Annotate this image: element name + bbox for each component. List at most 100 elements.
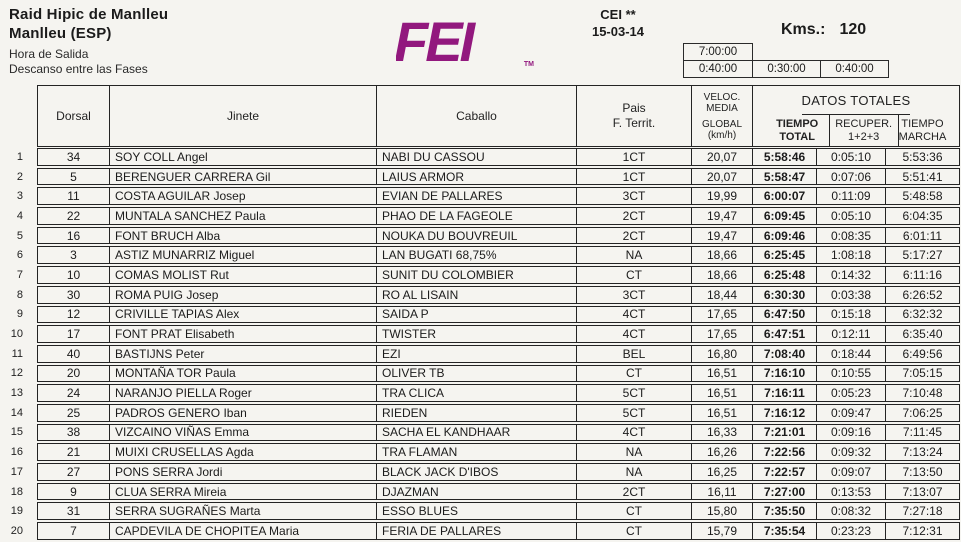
veloc-cell: 16,26 <box>692 444 753 460</box>
veloc-cell: 17,65 <box>692 326 753 342</box>
pais-cell: NA <box>577 464 692 480</box>
caballo-cell: SACHA EL KANDHAAR <box>377 424 577 441</box>
pais-cell: CT <box>577 267 692 283</box>
row-box: 30 ROMA PUIG Josep RO AL LISAIN 3CT 18,4… <box>37 285 960 304</box>
kms-value: 120 <box>839 21 867 38</box>
col-header-caballo: Caballo <box>377 86 577 146</box>
event-header: Raid Hipic de Manlleu Manlleu (ESP) Hora… <box>9 5 168 77</box>
row-box: 16 FONT BRUCH Alba NOUKA DU BOUVREUIL 2C… <box>37 226 960 245</box>
jinete-cell: CLUA SERRA Mireia <box>110 483 377 500</box>
veloc-cell: 15,79 <box>692 523 753 539</box>
tiempo-marcha-cell: 6:49:56 <box>902 346 943 361</box>
recuper-cell: 0:12:11 <box>817 326 886 342</box>
veloc-cell: 20,07 <box>692 168 753 185</box>
event-location: Manlleu (ESP) <box>9 25 112 42</box>
tiempo-total-cell: 7:22:57 <box>753 464 817 480</box>
recuper-cell: 0:03:38 <box>817 286 886 303</box>
tiempo-total-cell: 6:47:51 <box>753 326 817 342</box>
pais-cell: 3CT <box>577 286 692 303</box>
tiempo-total-cell: 7:16:11 <box>753 385 817 401</box>
event-title: Raid Hipic de Manlleu <box>9 6 169 23</box>
jinete-cell: MUIXI CRUSELLAS Agda <box>110 444 377 460</box>
svg-text:FEI: FEI <box>396 12 477 72</box>
row-box: 40 BASTIJNS Peter EZI BEL 16,80 7:08:40 … <box>37 344 960 363</box>
dorsal-cell: 7 <box>38 523 110 539</box>
recuper-cell: 0:09:32 <box>817 444 886 460</box>
tiempo-total-cell: 7:16:10 <box>753 365 817 382</box>
dorsal-cell: 38 <box>38 424 110 441</box>
tiempo-marcha-cell: 6:35:40 <box>902 327 943 342</box>
table-row: 13 24 NARANJO PIELLA Roger TRA CLICA 5CT… <box>0 384 961 402</box>
table-row: 1 34 SOY COLL Angel NABI DU CASSOU 1CT 2… <box>0 148 961 166</box>
tiempo-total-cell: 6:25:48 <box>753 267 817 283</box>
event-category: CEI ** <box>600 7 636 22</box>
veloc-cell: 16,25 <box>692 464 753 480</box>
pais-cell: 4CT <box>577 326 692 342</box>
col-header-tiempo-total: TIEMPO TOTAL <box>766 115 830 146</box>
dorsal-cell: 24 <box>38 385 110 401</box>
caballo-cell: RIEDEN <box>377 404 577 421</box>
recuper-cell: 1:08:18 <box>817 247 886 264</box>
row-box: 21 MUIXI CRUSELLAS Agda TRA FLAMAN NA 16… <box>37 443 960 461</box>
tiempo-total-cell: 6:47:50 <box>753 306 817 323</box>
caballo-cell: SUNIT DU COLOMBIER <box>377 267 577 283</box>
veloc-cell: 18,44 <box>692 286 753 303</box>
row-box: 24 NARANJO PIELLA Roger TRA CLICA 5CT 16… <box>37 384 960 402</box>
tiempo-total-cell: 5:58:47 <box>753 168 817 185</box>
jinete-cell: CRIVILLE TAPIAS Alex <box>110 306 377 323</box>
rank-cell: 17 <box>10 465 23 478</box>
tiempo-total-cell: 7:35:50 <box>753 503 817 520</box>
recuper-cell: 0:07:06 <box>817 168 886 185</box>
row-box: 27 PONS SERRA Jordi BLACK JACK D'IBOS NA… <box>37 463 960 481</box>
event-date: 15-03-14 <box>591 24 645 39</box>
dorsal-cell: 11 <box>38 188 110 205</box>
dorsal-cell: 31 <box>38 503 110 520</box>
veloc-cell: 19,99 <box>692 188 753 205</box>
recuper-cell: 0:13:53 <box>817 483 886 500</box>
tiempo-marcha-cell: 6:01:11 <box>902 228 943 243</box>
pais-cell: NA <box>577 247 692 264</box>
tiempo-marcha-cell: 5:17:27 <box>902 248 943 263</box>
fei-logo: FEI TM <box>396 12 536 72</box>
recuper-cell: 0:11:09 <box>817 188 886 205</box>
dorsal-cell: 30 <box>38 286 110 303</box>
row-box: 20 MONTAÑA TOR Paula OLIVER TB CT 16,51 … <box>37 364 960 383</box>
recuper-cell: 0:09:07 <box>817 464 886 480</box>
rank-cell: 19 <box>10 505 23 518</box>
dorsal-cell: 16 <box>38 227 110 244</box>
recuper-cell: 0:23:23 <box>817 523 886 539</box>
table-row: 19 31 SERRA SUGRAÑES Marta ESSO BLUES CT… <box>0 502 961 521</box>
col-header-veloc: VELOC. MEDIA GLOBAL (km/h) <box>692 86 753 146</box>
caballo-cell: FERIA DE PALLARES <box>377 523 577 539</box>
jinete-cell: ROMA PUIG Josep <box>110 286 377 303</box>
rank-cell: 7 <box>16 268 23 281</box>
jinete-cell: MUNTALA SANCHEZ Paula <box>110 208 377 224</box>
veloc-cell: 16,11 <box>692 483 753 500</box>
table-row: 9 12 CRIVILLE TAPIAS Alex SAIDA P 4CT 17… <box>0 305 961 324</box>
pais-cell: 5CT <box>577 404 692 421</box>
tiempo-marcha-cell: 6:11:16 <box>902 267 943 282</box>
tiempo-marcha-cell: 7:06:25 <box>902 405 943 420</box>
rank-cell: 9 <box>16 308 23 321</box>
veloc-cell: 19,47 <box>692 208 753 224</box>
dorsal-cell: 22 <box>38 208 110 224</box>
results-table-header: Dorsal Jinete Caballo Pais F. Territ. VE… <box>37 85 960 147</box>
tiempo-marcha-cell: 7:12:31 <box>902 523 943 538</box>
tiempo-total-cell: 6:09:46 <box>753 227 817 244</box>
rest-time-box-3: 0:40:00 <box>820 60 889 78</box>
table-row: 15 38 VIZCAINO VIÑAS Emma SACHA EL KANDH… <box>0 423 961 442</box>
tiempo-marcha-cell: 7:05:15 <box>902 366 943 381</box>
category-block: CEI ** 15-03-14 <box>557 6 679 40</box>
rank-cell: 2 <box>16 170 23 183</box>
row-box: 31 SERRA SUGRAÑES Marta ESSO BLUES CT 15… <box>37 502 960 521</box>
rank-cell: 1 <box>16 150 23 163</box>
jinete-cell: MONTAÑA TOR Paula <box>110 365 377 382</box>
pais-cell: 2CT <box>577 208 692 224</box>
jinete-cell: ASTIZ MUNARRIZ Miguel <box>110 247 377 264</box>
dorsal-cell: 40 <box>38 345 110 362</box>
pais-cell: 4CT <box>577 424 692 441</box>
recuper-cell: 0:08:35 <box>817 227 886 244</box>
tiempo-marcha-cell: 6:26:52 <box>902 287 943 302</box>
recuper-cell: 0:14:32 <box>817 267 886 283</box>
veloc-cell: 16,51 <box>692 404 753 421</box>
